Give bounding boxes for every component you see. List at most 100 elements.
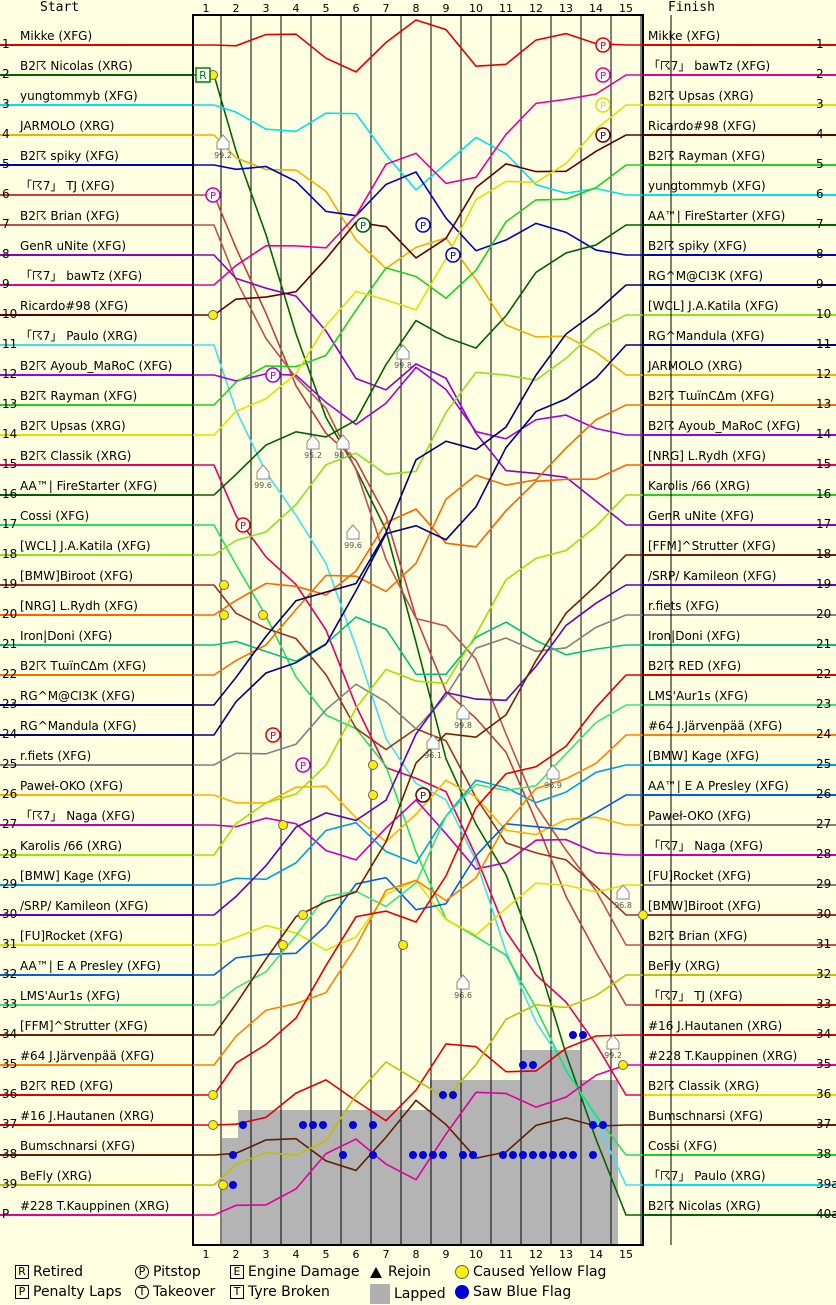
start-position: 37 [2, 1117, 18, 1131]
lap-label-top: 1 [203, 2, 210, 15]
driver-trace [193, 284, 643, 706]
blue-flag-dot [239, 1121, 247, 1129]
start-driver-name: #16 J.Hautanen (XRG) [20, 1109, 155, 1123]
finish-position: 14 [816, 427, 832, 441]
engine-damage-icon [456, 974, 470, 990]
start-driver-name: Mikke (XFG) [20, 29, 93, 43]
finish-position: 20 [816, 607, 832, 621]
driver-trace [193, 798, 643, 870]
pitstop-letter: P [300, 761, 306, 772]
driver-trace [193, 224, 643, 496]
legend-item: T Takeover [135, 1284, 215, 1300]
yellow-flag-dot [368, 760, 378, 770]
legend: R Retired P Penalty Laps P Pitstop T Takeover E E… [15, 1264, 815, 1304]
lap-label-top: 10 [469, 2, 483, 15]
finish-position: 1 [816, 37, 824, 51]
driver-trace [193, 616, 643, 676]
yellow-flag-dot [219, 580, 229, 590]
finish-driver-name: B2☈ TɯïnCΔm (XFG) [648, 389, 775, 403]
blue-flag-dot [419, 1151, 427, 1159]
legend-label: Caused Yellow Flag [473, 1264, 607, 1280]
house-icon: E [230, 1265, 244, 1279]
yellow-flag-dot [298, 910, 308, 920]
pitstop-marker [595, 97, 611, 113]
finish-driver-name: RG^M@CI3K (XFG) [648, 269, 764, 283]
driver-trace [193, 74, 643, 1216]
finish-driver-name: Mikke (XFG) [648, 29, 721, 43]
lap-label-top: 4 [293, 2, 300, 15]
engine-damage-icon [616, 884, 630, 900]
finish-position: 13 [816, 397, 832, 411]
start-driver-name: [BMW] Kage (XFG) [20, 869, 132, 883]
blue-flag-dot [549, 1151, 557, 1159]
engine-damage-value: 96.1 [424, 751, 442, 760]
engine-damage-value: 95.2 [304, 451, 322, 460]
finish-position: 8 [816, 247, 824, 261]
driver-trace [193, 464, 643, 1096]
engine-damage-value: 98.0 [334, 451, 352, 460]
finish-driver-name: B2☈ Rayman (XFG) [648, 149, 766, 163]
start-position: 23 [2, 697, 18, 711]
finish-driver-name: B2☈ Nicolas (XRG) [648, 1199, 761, 1213]
finish-position: 16 [816, 487, 832, 501]
pitstop-marker [595, 37, 611, 53]
legend-item: T Tyre Broken [230, 1284, 330, 1300]
finish-driver-name: B2☈ spiky (XFG) [648, 239, 747, 253]
blue-flag-dot [589, 1151, 597, 1159]
driver-trace [193, 494, 643, 856]
start-driver-name: Cossi (XFG) [20, 509, 90, 523]
lap-label-bottom: 9 [443, 1248, 450, 1261]
finish-position: 3 [816, 97, 824, 111]
lap-label-bottom: 14 [589, 1248, 603, 1261]
engine-damage-value: 96.8 [614, 901, 632, 910]
finish-position: 30 [816, 907, 832, 921]
start-position: 16 [2, 487, 18, 501]
triangle-icon [370, 1266, 382, 1278]
blue-flag-dot [569, 1151, 577, 1159]
finish-position: 32 [816, 967, 832, 981]
finish-driver-name: 「☈7」 TJ (XFG) [648, 989, 743, 1003]
gray-box-icon [370, 1284, 390, 1304]
blue-flag-dot [519, 1151, 527, 1159]
finish-position: 33 [816, 997, 832, 1011]
driver-trace [193, 1034, 643, 1126]
start-driver-name: #228 T.Kauppinen (XRG) [20, 1199, 170, 1213]
start-position: 12 [2, 367, 18, 381]
pitstop-letter: P [600, 101, 606, 112]
circle-letter-icon: T [135, 1285, 149, 1299]
blue-flag-dot [299, 1121, 307, 1129]
engine-damage-value: 99.8 [394, 361, 412, 370]
finish-driver-name: JARMOLO (XRG) [648, 359, 743, 373]
pitstop-letter: P [600, 131, 606, 142]
start-driver-name: B2☈ Classik (XRG) [20, 449, 132, 463]
finish-driver-name: B2☈ Classik (XRG) [648, 1079, 760, 1093]
lap-label-top: 3 [263, 2, 270, 15]
finish-position: 18 [816, 547, 832, 561]
lap-label-bottom: 4 [293, 1248, 300, 1261]
start-position: 24 [2, 727, 18, 741]
blue-flag-dot [569, 1031, 577, 1039]
finish-position: 31 [816, 937, 832, 951]
legend-item: E Engine Damage [230, 1264, 360, 1280]
lap-label-bottom: 12 [529, 1248, 543, 1261]
pitstop-marker [265, 727, 281, 743]
driver-trace [193, 164, 643, 256]
finish-driver-name: #228 T.Kauppinen (XRG) [648, 1049, 798, 1063]
lap-label-bottom: 11 [499, 1248, 513, 1261]
finish-driver-name: [WCL] J.A.Katila (XFG) [648, 299, 779, 313]
driver-trace [193, 464, 643, 616]
pitstop-letter: P [420, 791, 426, 802]
retired-letter: R [199, 69, 207, 82]
driver-trace [193, 134, 643, 376]
finish-position: 5 [816, 157, 824, 171]
blue-flag-dot [229, 1151, 237, 1159]
driver-trace [193, 366, 643, 440]
start-driver-name: [WCL] J.A.Katila (XFG) [20, 539, 151, 553]
yellow-flag-dot [219, 610, 229, 620]
start-driver-name: 「☈7」 Paulo (XRG) [20, 329, 138, 343]
engine-damage-value: 99.2 [214, 151, 232, 160]
finish-driver-name: 「☈7」 bawTz (XFG) [648, 59, 771, 73]
pitstop-letter: P [270, 731, 276, 742]
start-driver-name: B2☈ Ayoub_MaRoC (XFG) [20, 359, 173, 373]
finish-position: 21 [816, 637, 832, 651]
